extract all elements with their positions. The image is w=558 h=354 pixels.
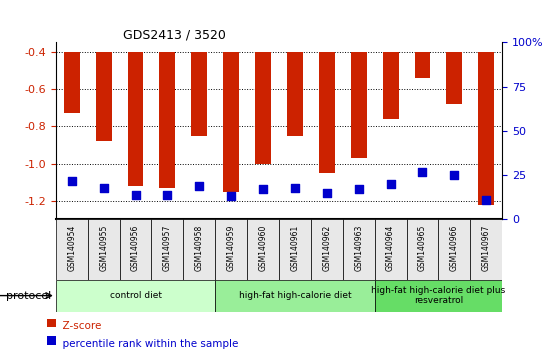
Text: GSM140960: GSM140960 (258, 224, 267, 271)
Bar (119, 219, 151, 280)
Point (450, 172, 459, 178)
Point (482, 197, 490, 203)
Text: GDS2413 / 3520: GDS2413 / 3520 (123, 28, 225, 41)
Bar (64, 52, 80, 113)
Text: GSM140967: GSM140967 (482, 224, 490, 271)
Text: GSM140959: GSM140959 (227, 224, 235, 271)
Bar (247, 219, 279, 280)
Bar (160, 52, 175, 188)
Text: protocol: protocol (6, 291, 51, 301)
Bar (223, 52, 239, 192)
Text: GSM140957: GSM140957 (163, 224, 172, 271)
Point (163, 192, 172, 198)
Point (386, 181, 395, 187)
Bar (151, 219, 184, 280)
Bar (343, 219, 374, 280)
Text: GSM140956: GSM140956 (131, 224, 140, 271)
Point (195, 183, 204, 189)
Bar (383, 52, 398, 119)
Text: high-fat high-calorie diet plus
resveratrol: high-fat high-calorie diet plus resverat… (371, 286, 506, 305)
Text: GSM140954: GSM140954 (68, 224, 76, 271)
Text: percentile rank within the sample: percentile rank within the sample (56, 339, 238, 349)
Point (227, 194, 235, 199)
Text: GSM140963: GSM140963 (354, 224, 363, 271)
Text: GSM140965: GSM140965 (418, 224, 427, 271)
Bar (407, 219, 439, 280)
Bar (478, 52, 494, 205)
Bar (351, 52, 367, 158)
Point (323, 190, 331, 196)
Point (131, 192, 140, 198)
Bar (88, 219, 119, 280)
Bar (215, 219, 247, 280)
Text: GSM140961: GSM140961 (291, 224, 300, 270)
Bar (95, 52, 112, 141)
Bar (470, 219, 502, 280)
Text: GSM140958: GSM140958 (195, 224, 204, 270)
Bar (184, 219, 215, 280)
Bar (279, 219, 311, 280)
Point (99, 185, 108, 190)
Bar (56, 219, 88, 280)
Bar (128, 52, 143, 186)
Text: Z-score: Z-score (56, 321, 101, 331)
Bar (287, 52, 303, 136)
Bar (446, 52, 463, 104)
Text: GSM140962: GSM140962 (323, 224, 331, 270)
Point (258, 187, 267, 192)
Point (68, 178, 76, 183)
Bar (374, 219, 407, 280)
Bar (374, 280, 502, 312)
Text: high-fat high-calorie diet: high-fat high-calorie diet (239, 291, 351, 300)
Point (418, 169, 427, 175)
Text: GSM140955: GSM140955 (99, 224, 108, 271)
Text: GSM140964: GSM140964 (386, 224, 395, 271)
Text: GSM140966: GSM140966 (450, 224, 459, 271)
Bar (311, 219, 343, 280)
Bar (215, 280, 374, 312)
Point (291, 185, 300, 190)
Bar (56, 280, 215, 312)
Bar (255, 52, 271, 164)
Text: control diet: control diet (109, 291, 161, 300)
Bar (439, 219, 470, 280)
Point (354, 187, 363, 192)
Bar (415, 52, 430, 78)
Bar (319, 52, 335, 173)
Bar (191, 52, 207, 136)
